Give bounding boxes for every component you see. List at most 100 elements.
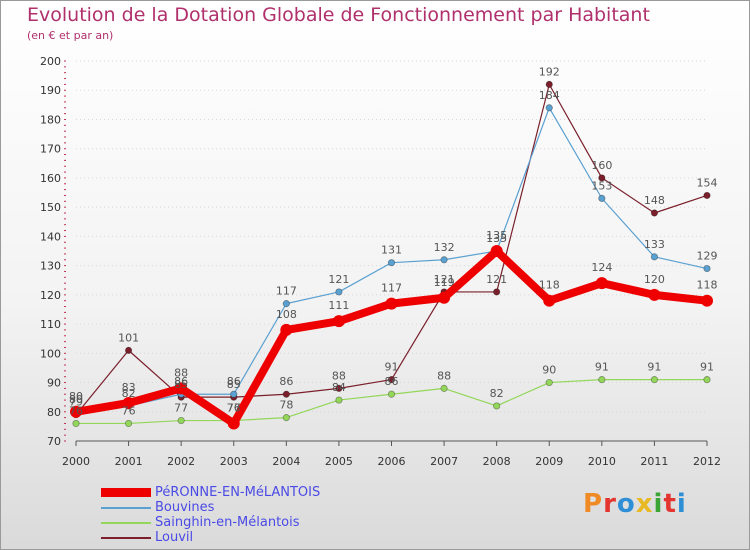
data-label-bouvines: 80 bbox=[69, 393, 83, 406]
y-tick-label: 100 bbox=[40, 347, 61, 360]
logo-letter: o bbox=[616, 489, 636, 519]
y-tick-label: 150 bbox=[40, 201, 61, 214]
data-label-bouvines: 153 bbox=[591, 179, 612, 192]
y-tick-label: 200 bbox=[40, 55, 61, 68]
data-label-sainghin-en-m-lantois: 77 bbox=[227, 402, 241, 415]
data-point-bouvines bbox=[282, 300, 290, 308]
data-label-louvil: 88 bbox=[332, 369, 346, 382]
data-point-p-ronne-en-m-lantois bbox=[438, 291, 451, 304]
legend-swatch bbox=[101, 522, 151, 524]
logo-letter: x bbox=[635, 489, 654, 519]
data-label-louvil: 121 bbox=[486, 273, 507, 286]
data-point-p-ronne-en-m-lantois bbox=[385, 297, 398, 310]
data-point-louvil bbox=[650, 209, 659, 217]
data-point-p-ronne-en-m-lantois bbox=[595, 277, 608, 290]
data-label-sainghin-en-m-lantois: 78 bbox=[279, 399, 293, 412]
y-tick-label: 70 bbox=[47, 435, 61, 448]
data-point-sainghin-en-m-lantois bbox=[493, 402, 501, 410]
data-point-bouvines bbox=[335, 288, 343, 296]
data-label-louvil: 160 bbox=[591, 159, 612, 172]
data-label-bouvines: 86 bbox=[227, 375, 241, 388]
data-label-bouvines: 86 bbox=[174, 375, 188, 388]
data-point-bouvines bbox=[703, 264, 711, 273]
data-label-sainghin-en-m-lantois: 88 bbox=[437, 369, 451, 382]
data-point-sainghin-en-m-lantois bbox=[282, 414, 290, 422]
x-tick-label: 2009 bbox=[535, 455, 563, 468]
data-label-p-ronne-en-m-lantois: 117 bbox=[381, 282, 402, 295]
data-label-louvil: 192 bbox=[539, 65, 560, 78]
data-point-sainghin-en-m-lantois bbox=[177, 416, 185, 425]
x-tick-label: 2011 bbox=[640, 455, 668, 468]
data-label-p-ronne-en-m-lantois: 111 bbox=[328, 299, 349, 312]
data-label-louvil: 86 bbox=[279, 375, 293, 388]
data-point-bouvines bbox=[230, 390, 238, 398]
data-label-louvil: 101 bbox=[118, 331, 139, 344]
x-tick-label: 2007 bbox=[430, 455, 458, 468]
data-label-p-ronne-en-m-lantois: 80 bbox=[69, 390, 83, 403]
data-point-louvil bbox=[703, 191, 711, 200]
chart-subtitle: (en € et par an) bbox=[27, 29, 114, 42]
data-point-sainghin-en-m-lantois bbox=[440, 384, 448, 392]
y-tick-label: 140 bbox=[40, 230, 61, 243]
data-label-bouvines: 135 bbox=[486, 232, 507, 245]
data-label-sainghin-en-m-lantois: 84 bbox=[332, 381, 346, 394]
data-label-bouvines: 129 bbox=[697, 250, 718, 263]
data-point-sainghin-en-m-lantois bbox=[545, 378, 553, 387]
data-label-sainghin-en-m-lantois: 91 bbox=[595, 361, 609, 374]
data-label-p-ronne-en-m-lantois: 120 bbox=[644, 273, 665, 286]
proxiti-logo: Proxiti bbox=[583, 489, 687, 519]
data-label-bouvines: 184 bbox=[539, 89, 560, 102]
data-point-sainghin-en-m-lantois bbox=[124, 419, 133, 428]
data-label-p-ronne-en-m-lantois: 108 bbox=[276, 308, 297, 321]
data-label-louvil: 85 bbox=[174, 378, 188, 391]
data-point-louvil bbox=[545, 80, 553, 88]
data-point-sainghin-en-m-lantois bbox=[335, 396, 343, 404]
data-point-louvil bbox=[493, 288, 501, 296]
data-point-louvil bbox=[124, 346, 133, 354]
data-point-sainghin-en-m-lantois bbox=[72, 419, 80, 428]
x-tick-label: 2010 bbox=[588, 455, 616, 468]
y-tick-label: 190 bbox=[40, 84, 61, 97]
axes: 7080901001101201301401501601701801902002… bbox=[40, 55, 721, 468]
logo-letter: P bbox=[583, 489, 604, 519]
data-point-louvil bbox=[598, 174, 606, 182]
data-point-p-ronne-en-m-lantois bbox=[332, 315, 345, 328]
data-label-bouvines: 131 bbox=[381, 244, 402, 257]
legend-swatch bbox=[101, 507, 151, 509]
data-label-p-ronne-en-m-lantois: 83 bbox=[122, 381, 136, 394]
data-point-bouvines bbox=[598, 194, 606, 202]
x-tick-label: 2002 bbox=[167, 455, 195, 468]
logo-letter: t bbox=[663, 489, 677, 519]
data-label-p-ronne-en-m-lantois: 135 bbox=[486, 229, 507, 242]
x-tick-label: 2008 bbox=[483, 455, 511, 468]
data-point-p-ronne-en-m-lantois bbox=[70, 405, 82, 418]
x-tick-label: 2012 bbox=[693, 455, 721, 468]
data-point-p-ronne-en-m-lantois bbox=[227, 417, 240, 430]
data-point-louvil bbox=[282, 390, 290, 398]
data-label-p-ronne-en-m-lantois: 76 bbox=[227, 401, 241, 414]
data-point-p-ronne-en-m-lantois bbox=[701, 294, 713, 307]
data-point-p-ronne-en-m-lantois bbox=[175, 382, 188, 395]
y-tick-label: 130 bbox=[40, 260, 61, 273]
data-label-sainghin-en-m-lantois: 90 bbox=[542, 364, 556, 377]
data-label-louvil: 154 bbox=[697, 176, 718, 189]
data-point-bouvines bbox=[545, 104, 553, 112]
data-point-sainghin-en-m-lantois bbox=[650, 376, 659, 384]
data-point-bouvines bbox=[387, 259, 396, 267]
y-tick-label: 80 bbox=[47, 406, 61, 419]
data-label-sainghin-en-m-lantois: 76 bbox=[69, 404, 83, 417]
data-label-louvil: 148 bbox=[644, 194, 665, 207]
x-tick-label: 2005 bbox=[325, 455, 353, 468]
legend-swatch bbox=[101, 537, 151, 539]
data-label-p-ronne-en-m-lantois: 118 bbox=[539, 279, 560, 292]
data-point-bouvines bbox=[650, 253, 659, 261]
chart-title: Evolution de la Dotation Globale de Fonc… bbox=[27, 4, 650, 26]
data-point-sainghin-en-m-lantois bbox=[598, 376, 606, 384]
x-tick-label: 2001 bbox=[115, 455, 143, 468]
legend-label: Bouvines bbox=[155, 500, 215, 515]
data-label-louvil: 85 bbox=[227, 378, 241, 391]
data-point-louvil bbox=[335, 384, 343, 392]
x-tick-label: 2003 bbox=[220, 455, 248, 468]
